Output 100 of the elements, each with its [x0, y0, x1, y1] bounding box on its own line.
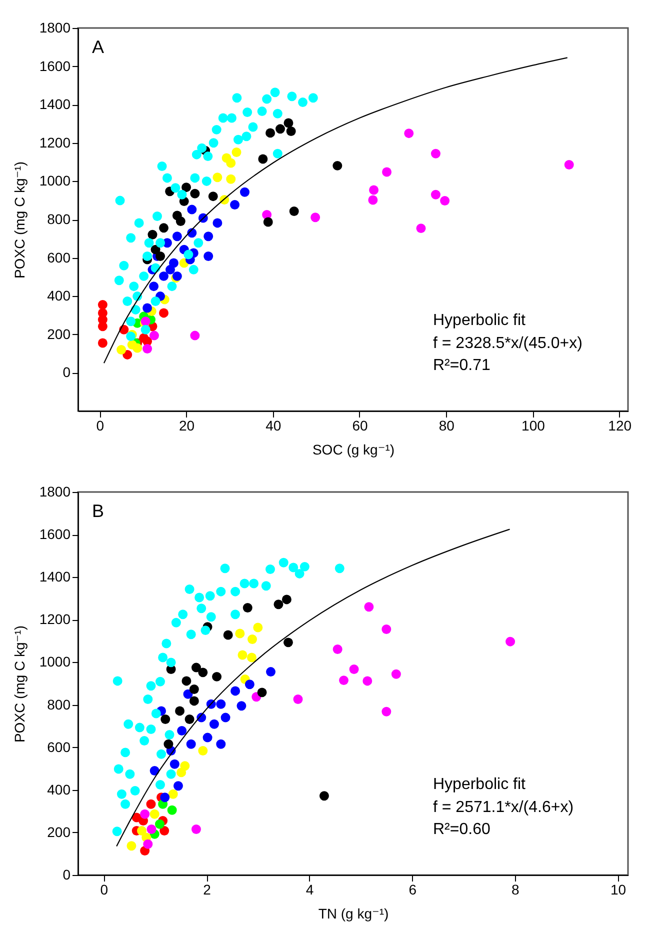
point	[140, 736, 150, 746]
x-tick-label: 40	[266, 418, 282, 434]
point	[286, 126, 296, 136]
point	[168, 789, 178, 799]
point	[182, 676, 192, 686]
point	[430, 148, 440, 158]
y-tick-label: 1200	[39, 134, 71, 150]
y-tick-label: 1800	[39, 20, 71, 36]
point	[203, 152, 213, 162]
point	[339, 676, 348, 686]
point	[208, 192, 218, 202]
point	[283, 638, 293, 648]
point	[246, 652, 256, 662]
y-tick-label: 1200	[39, 611, 71, 628]
x-tick-label: 0	[100, 882, 108, 898]
y-tick-label: 1400	[39, 96, 71, 112]
point	[156, 252, 166, 261]
point	[223, 630, 233, 640]
point	[170, 759, 180, 769]
annotation: Hyperbolic fit	[433, 776, 526, 793]
point	[134, 722, 144, 732]
point	[139, 333, 149, 343]
point	[196, 604, 206, 614]
point	[176, 768, 186, 778]
point	[202, 732, 212, 742]
point	[233, 134, 243, 144]
point	[206, 612, 216, 622]
point	[130, 786, 140, 796]
y-tick-label: 200	[47, 326, 71, 342]
point	[257, 688, 267, 698]
y-tick-label: 1600	[39, 526, 71, 542]
point	[190, 188, 200, 198]
point	[140, 324, 150, 334]
point	[119, 260, 129, 270]
point	[212, 218, 222, 228]
point	[190, 173, 200, 183]
point	[276, 124, 285, 134]
y-tick-label: 200	[47, 824, 71, 840]
point	[332, 160, 342, 170]
point	[198, 746, 208, 756]
y-tick-label: 600	[47, 249, 71, 266]
point	[282, 594, 292, 604]
point	[150, 296, 160, 306]
point	[319, 791, 329, 801]
point	[154, 819, 164, 829]
point	[194, 592, 204, 602]
point	[257, 106, 267, 116]
point	[274, 600, 284, 610]
point	[160, 826, 170, 836]
point	[212, 172, 222, 182]
point	[116, 789, 126, 799]
point	[143, 839, 153, 849]
point	[149, 330, 159, 340]
point	[240, 578, 250, 588]
point	[191, 824, 201, 834]
point	[162, 173, 172, 183]
point	[391, 669, 401, 679]
point	[156, 749, 166, 759]
point	[230, 686, 240, 696]
y-tick-label: 1000	[39, 654, 71, 670]
point	[157, 162, 167, 171]
point	[240, 187, 250, 197]
point	[364, 602, 374, 612]
point	[126, 316, 136, 326]
point	[262, 94, 272, 104]
point	[156, 676, 165, 686]
point	[125, 769, 135, 779]
point	[167, 282, 177, 292]
point	[156, 238, 166, 248]
annotation: Hyperbolic fit	[433, 312, 526, 329]
point	[205, 591, 215, 601]
point	[159, 271, 168, 281]
point	[216, 586, 226, 596]
point	[166, 264, 175, 274]
y-tick-label: 800	[47, 211, 71, 227]
point	[166, 769, 176, 779]
point	[173, 781, 183, 791]
point	[209, 719, 219, 729]
point	[242, 132, 252, 142]
point	[98, 338, 108, 348]
y-tick-label: 800	[47, 696, 71, 712]
y-tick-label: 1000	[39, 172, 71, 189]
point	[263, 217, 273, 227]
point	[270, 88, 280, 98]
point	[144, 238, 154, 248]
point	[226, 158, 236, 168]
point	[242, 108, 252, 117]
point	[332, 644, 342, 654]
y-tick-label: 0	[62, 866, 71, 882]
point	[208, 138, 218, 148]
point	[120, 799, 130, 809]
point	[167, 805, 177, 815]
point	[266, 128, 276, 138]
point	[175, 706, 185, 716]
point	[218, 113, 228, 123]
point	[127, 340, 137, 350]
point	[189, 684, 199, 694]
point	[177, 190, 187, 200]
point	[176, 216, 186, 226]
point	[149, 282, 159, 292]
